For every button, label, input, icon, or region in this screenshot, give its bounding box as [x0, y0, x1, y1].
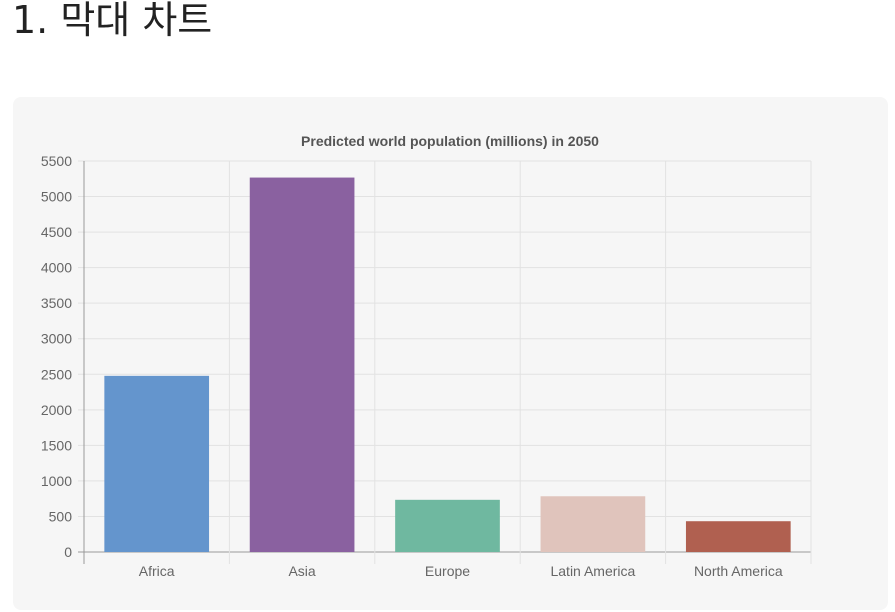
y-tick-label: 4500: [41, 224, 72, 240]
page-title: 1. 막대 차트: [12, 0, 213, 42]
x-tick-label: Asia: [288, 563, 315, 579]
x-tick-label: Europe: [425, 563, 470, 579]
chart-card: Predicted world population (millions) in…: [13, 97, 888, 610]
y-tick-label: 5000: [41, 189, 72, 205]
y-tick-label: 0: [64, 544, 72, 560]
bar-layer: [104, 177, 791, 552]
y-axis-ticks: 0 500 1000 1500 2000 2500 3000 3500 4000 4500 5000…: [41, 153, 72, 560]
y-tick-label: 500: [49, 508, 73, 524]
bar-chart: Predicted world population (millions) in…: [41, 133, 812, 579]
y-tick-label: 3000: [41, 331, 72, 347]
x-tick-label: Africa: [139, 563, 175, 579]
y-tick-label: 2000: [41, 402, 72, 418]
y-tick-label: 1000: [41, 473, 72, 489]
bar-latin-america[interactable]: [540, 496, 646, 552]
y-tick-label: 4000: [41, 260, 72, 276]
bar-europe[interactable]: [395, 499, 500, 552]
y-tick-label: 2500: [41, 366, 72, 382]
y-tick-label: 5500: [41, 153, 72, 169]
bar-africa[interactable]: [104, 375, 210, 552]
x-tick-label: North America: [694, 563, 783, 579]
x-tick-label: Latin America: [550, 563, 635, 579]
bar-asia[interactable]: [249, 177, 355, 552]
chart-title: Predicted world population (millions) in…: [301, 133, 599, 149]
y-tick-label: 1500: [41, 437, 72, 453]
x-axis-ticks: Africa Asia Europe Latin America North Ameri…: [139, 563, 783, 579]
y-tick-label: 3500: [41, 295, 72, 311]
bar-north-america[interactable]: [685, 521, 791, 552]
grid-layer: [78, 160, 812, 564]
